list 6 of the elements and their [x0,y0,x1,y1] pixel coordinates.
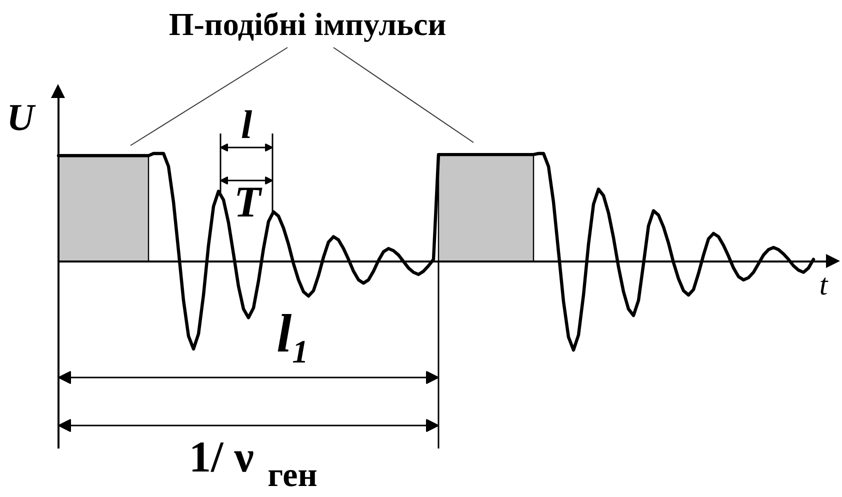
annotation: l₁ [276,303,310,364]
x-axis-title: t [819,268,828,302]
y-axis-title: U [6,97,37,140]
text: l [240,102,253,147]
chart-title: П-подібні імпульси [168,6,446,42]
annotation: T [234,177,264,226]
